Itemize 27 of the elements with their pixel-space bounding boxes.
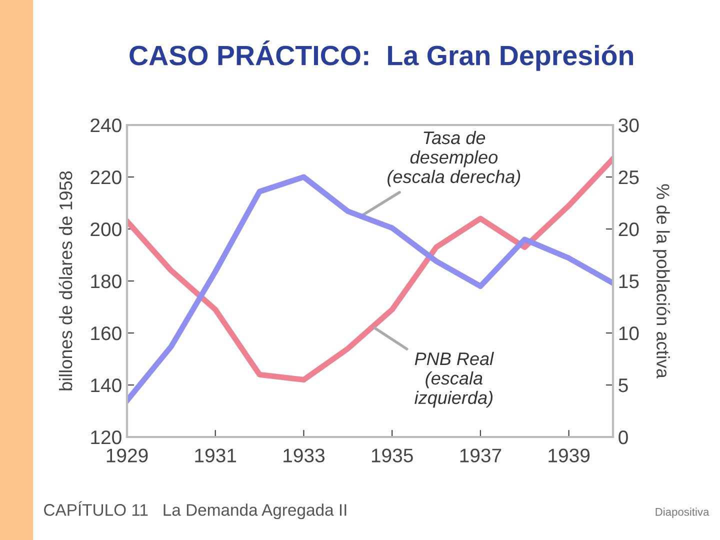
y-tick-label: 140	[91, 378, 122, 392]
y-tick-label: 240	[90, 118, 122, 132]
x-tick-label: 1935	[372, 448, 413, 462]
x-tick-label: 1933	[284, 448, 325, 462]
y-tick-label: 220	[90, 170, 122, 184]
text: CAPÍTULO 11 La Demanda Agregada II	[44, 501, 346, 520]
y-tick-label: 120	[91, 430, 122, 444]
x-tick-label: 1931	[195, 448, 236, 462]
y-axis-title: billones de dólares de 1958	[58, 171, 72, 390]
y2-axis-title: % de la población activa	[653, 184, 670, 378]
chart-title: CASO PRÁCTICO: La Gran Depresión	[130, 40, 634, 71]
y2-tick-label: 5	[618, 378, 628, 392]
x-tick-label: 1929	[106, 448, 148, 462]
y2-tick-label: 20	[618, 222, 639, 236]
y2-tick-label: 25	[618, 170, 639, 184]
y-tick-label: 180	[91, 274, 122, 288]
annotation: PNB Real (escala izquierda)	[414, 352, 494, 408]
annotation: Tasa de desempleo (escala derecha)	[388, 130, 520, 187]
text: Diapositiva	[656, 508, 710, 518]
x-tick-label: 1937	[460, 448, 502, 462]
y-tick-label: 160	[91, 326, 122, 340]
y2-tick-label: 0	[618, 430, 628, 444]
y2-tick-label: 30	[618, 118, 639, 132]
y2-tick-label: 10	[619, 326, 639, 340]
y-tick-label: 200	[90, 222, 122, 236]
y2-tick-label: 15	[619, 274, 639, 288]
x-tick-label: 1939	[548, 448, 590, 462]
